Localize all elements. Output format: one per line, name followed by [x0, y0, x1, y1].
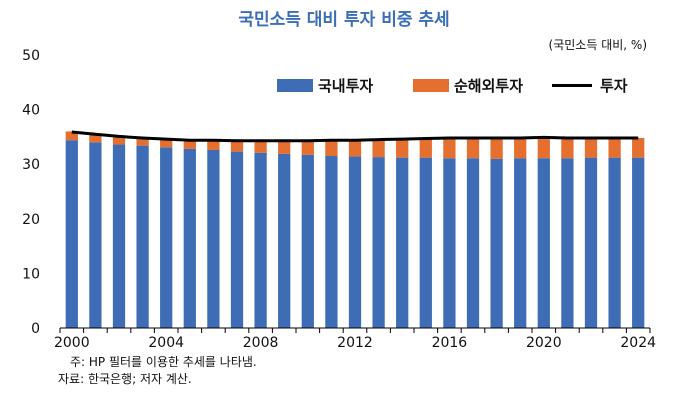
bar-domestic-2000 [65, 140, 78, 328]
legend: 국내투자 순해외투자 투자 [277, 77, 628, 95]
bar-net-foreign-2008 [254, 140, 267, 153]
bar-net-foreign-2016 [443, 137, 456, 159]
chart-title: 국민소득 대비 투자 비중 추세 [238, 10, 449, 30]
legend-label-total: 투자 [600, 77, 628, 95]
bar-domestic-2014 [396, 157, 409, 328]
bar-net-foreign-2006 [207, 140, 220, 151]
bar-net-foreign-2011 [325, 140, 338, 157]
legend-swatch-domestic [277, 79, 313, 92]
bar-domestic-2022 [584, 157, 598, 328]
bar-net-foreign-2001 [89, 133, 102, 143]
bar-domestic-2018 [490, 158, 503, 328]
x-tick-label: 2004 [148, 335, 184, 351]
bar-net-foreign-2010 [301, 140, 314, 155]
bar-domestic-2003 [136, 145, 149, 328]
bar-net-foreign-2009 [278, 140, 291, 154]
bar-domestic-2015 [419, 157, 432, 328]
bar-net-foreign-2003 [136, 137, 149, 146]
bar-series [65, 131, 645, 328]
bar-domestic-2006 [207, 150, 220, 328]
bar-net-foreign-2013 [372, 139, 385, 158]
bar-domestic-2010 [301, 154, 314, 328]
bar-domestic-2024 [632, 157, 645, 328]
bar-net-foreign-2014 [396, 138, 409, 158]
bar-net-foreign-2004 [160, 138, 173, 148]
bar-net-foreign-2019 [514, 137, 527, 159]
note-line-1: 주: HP 필터를 이용한 추세를 나타냄. [70, 355, 257, 369]
bar-domestic-2012 [348, 156, 362, 328]
bar-net-foreign-2020 [537, 137, 550, 159]
x-tick-label: 2016 [432, 335, 468, 351]
y-tick-label: 10 [22, 266, 40, 282]
bar-domestic-2004 [160, 147, 173, 328]
bar-domestic-2007 [230, 151, 244, 328]
x-tick-label: 2020 [526, 335, 562, 351]
bar-domestic-2019 [514, 158, 527, 328]
x-tick-label: 2000 [54, 335, 90, 351]
legend-swatch-net-foreign [413, 79, 449, 92]
bar-net-foreign-2007 [230, 140, 244, 152]
bar-domestic-2021 [561, 158, 574, 328]
bar-net-foreign-2018 [490, 137, 503, 159]
x-axis: 2000 2004 2008 2012 2016 2020 2024 [54, 328, 656, 351]
bar-net-foreign-2022 [584, 137, 598, 158]
bar-domestic-2005 [183, 148, 196, 328]
y-axis: 0 10 20 30 40 50 [22, 48, 40, 337]
total-investment-line [71, 130, 639, 143]
bar-domestic-2001 [89, 142, 102, 328]
y-tick-label: 20 [22, 212, 40, 228]
note-line-2: 자료: 한국은행; 저자 계산. [58, 371, 192, 386]
bar-net-foreign-2023 [608, 137, 621, 158]
bar-domestic-2008 [254, 152, 267, 328]
x-tick-label: 2008 [243, 335, 279, 351]
bar-domestic-2002 [112, 144, 126, 328]
bar-net-foreign-2005 [183, 139, 196, 149]
legend-label-domestic: 국내투자 [318, 77, 373, 95]
y-tick-label: 0 [31, 321, 40, 337]
bar-domestic-2009 [278, 153, 291, 328]
x-tick-label: 2012 [337, 335, 373, 351]
legend-label-net-foreign: 순해외투자 [454, 77, 523, 95]
bar-domestic-2023 [608, 157, 621, 328]
y-tick-label: 40 [22, 103, 40, 119]
bar-net-foreign-2024 [632, 137, 645, 158]
bar-net-foreign-2017 [466, 137, 480, 159]
bar-net-foreign-2012 [348, 139, 362, 157]
bar-net-foreign-2000 [65, 131, 78, 141]
unit-label: (국민소득 대비, %) [549, 38, 647, 52]
bar-domestic-2017 [466, 158, 480, 328]
line-series [71, 130, 639, 143]
y-tick-label: 30 [22, 157, 40, 173]
x-tick-label: 2024 [620, 335, 656, 351]
bar-net-foreign-2021 [561, 137, 574, 159]
y-tick-label: 50 [22, 48, 40, 64]
bar-domestic-2011 [325, 156, 338, 328]
bar-net-foreign-2015 [419, 137, 432, 158]
bar-domestic-2016 [443, 158, 456, 328]
bar-domestic-2020 [537, 158, 550, 328]
bar-domestic-2013 [372, 157, 385, 328]
bar-net-foreign-2002 [112, 135, 126, 145]
